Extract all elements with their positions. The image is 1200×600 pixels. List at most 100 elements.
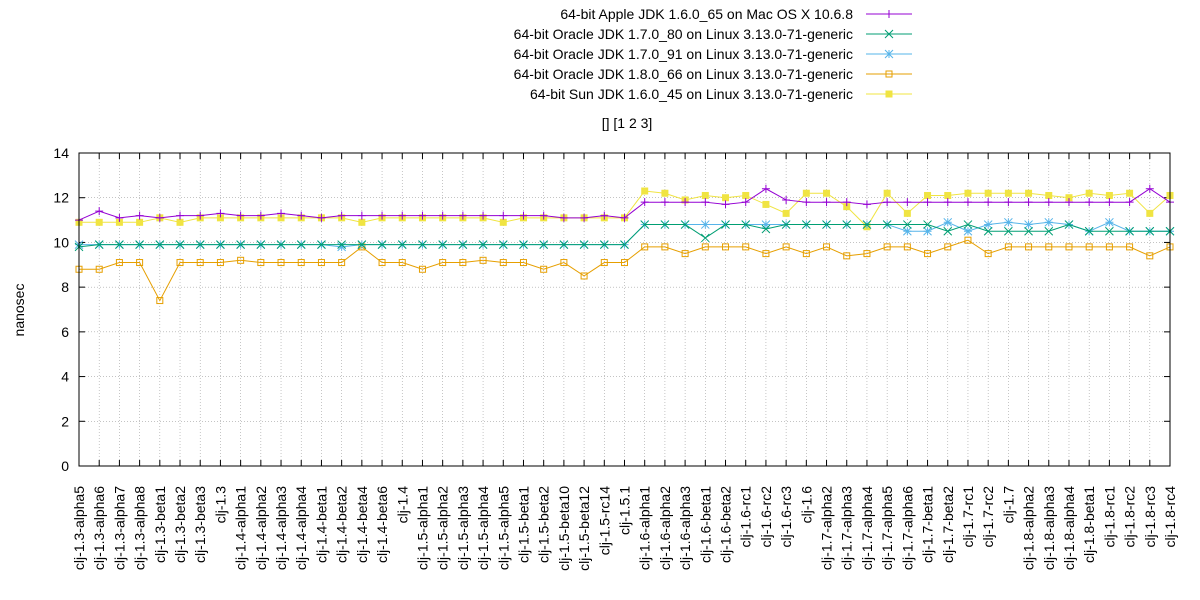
data-point (984, 250, 992, 258)
x-tick-label: clj-1.6-beta1 (697, 486, 713, 563)
data-point (256, 211, 265, 220)
data-point (155, 240, 165, 250)
x-tick-label: clj-1.5-beta10 (556, 486, 572, 571)
data-point (802, 198, 811, 207)
y-tick-label: 10 (53, 234, 69, 250)
data-point (337, 242, 347, 252)
data-point (700, 220, 710, 229)
data-point (661, 189, 669, 197)
x-tick-label: clj-1.5-beta12 (576, 486, 592, 571)
data-point (216, 240, 225, 250)
data-point (216, 214, 224, 222)
data-point (1065, 243, 1073, 251)
data-point (216, 209, 225, 218)
data-point (943, 226, 953, 236)
legend-label: 64-bit Oracle JDK 1.7.0_91 on Linux 3.13… (514, 46, 853, 62)
data-point (884, 29, 894, 39)
x-tick-label: clj-1.8-rc3 (1142, 486, 1158, 548)
x-tick-label: clj-1.4-alpha4 (293, 486, 309, 570)
data-point (700, 233, 710, 243)
x-tick-label: clj-1.6-rc1 (738, 486, 754, 548)
legend-label: 64-bit Sun JDK 1.6.0_45 on Linux 3.13.0-… (530, 86, 853, 102)
data-point (438, 240, 448, 250)
data-point (1084, 226, 1094, 236)
series-line (79, 239, 1171, 302)
data-point (1004, 243, 1012, 251)
data-point (801, 220, 811, 229)
x-tick-label: clj-1.3 (212, 486, 228, 524)
data-point (257, 259, 265, 267)
data-point (600, 211, 609, 220)
x-tick-label: clj-1.7-alpha5 (879, 486, 895, 570)
data-point (560, 259, 568, 267)
data-point (135, 211, 144, 220)
x-tick-label: clj-1.7-alpha4 (859, 486, 875, 570)
data-point (95, 207, 104, 216)
data-point (883, 198, 892, 207)
data-point (276, 240, 286, 250)
legend-label: 64-bit Oracle JDK 1.8.0_66 on Linux 3.13… (514, 66, 853, 82)
data-point (802, 189, 810, 197)
data-point (1105, 217, 1114, 227)
x-tick-label: clj-1.7-beta2 (940, 486, 956, 563)
data-point (519, 211, 528, 220)
data-point (1085, 189, 1093, 197)
data-point (539, 240, 549, 250)
data-point (1004, 198, 1013, 207)
series-group (74, 184, 1175, 305)
data-point (681, 198, 690, 207)
data-point (1045, 191, 1053, 199)
data-point (135, 240, 144, 250)
x-tick-label: clj-1.4 (394, 486, 410, 524)
x-tick-label: clj-1.4-beta6 (374, 486, 390, 563)
data-point (277, 209, 286, 218)
data-point (317, 213, 326, 222)
data-point (843, 252, 851, 260)
data-point (136, 218, 144, 226)
x-tick-label: clj-1.5-beta1 (515, 486, 531, 563)
data-point (722, 194, 730, 202)
x-tick-label: clj-1.6-alpha1 (637, 486, 653, 570)
data-point (923, 198, 932, 207)
grid (79, 153, 1170, 466)
data-point (499, 218, 507, 226)
data-point (943, 198, 952, 207)
y-tick-label: 8 (61, 279, 69, 295)
x-tick-label: clj-1.6-rc2 (758, 486, 774, 548)
plot-border (78, 152, 1171, 467)
x-tick-label: clj-1.4-alpha1 (233, 486, 249, 570)
data-point (721, 200, 730, 209)
x-tick-label: clj-1.5-alpha1 (414, 486, 430, 570)
data-point (398, 211, 407, 220)
y-tick-label: 6 (61, 324, 69, 340)
data-point (358, 218, 366, 226)
data-point (479, 256, 487, 264)
x-tick-label: clj-1.8-alpha2 (1021, 486, 1037, 570)
x-tick-label: clj-1.6-rc3 (778, 486, 794, 548)
x-tick-label: clj-1.7-beta1 (920, 486, 936, 563)
data-point (1125, 198, 1134, 207)
y-axis: 0 2 4 6 8 10 12 14 (53, 145, 1170, 474)
data-point (762, 200, 770, 208)
data-point (175, 240, 185, 250)
data-point (297, 259, 305, 267)
data-point (681, 250, 689, 258)
data-point (620, 240, 629, 250)
data-point (136, 259, 144, 267)
data-point (822, 220, 831, 229)
data-point (701, 198, 710, 207)
data-point (885, 90, 893, 98)
x-tick-label: clj-1.3-beta2 (172, 486, 188, 563)
data-point (863, 250, 871, 258)
x-tick-label: clj-1.3-alpha5 (71, 486, 87, 570)
data-point (660, 198, 669, 207)
x-tick-label: clj-1.7-rc1 (960, 486, 976, 548)
data-point (641, 243, 649, 251)
data-point (559, 240, 569, 250)
x-tick-label: clj-1.7-alpha3 (839, 486, 855, 570)
x-tick-label: clj-1.7-alpha2 (819, 486, 835, 570)
data-point (95, 265, 103, 273)
data-point (1004, 217, 1013, 227)
data-point (1044, 198, 1053, 207)
data-point (882, 220, 892, 229)
